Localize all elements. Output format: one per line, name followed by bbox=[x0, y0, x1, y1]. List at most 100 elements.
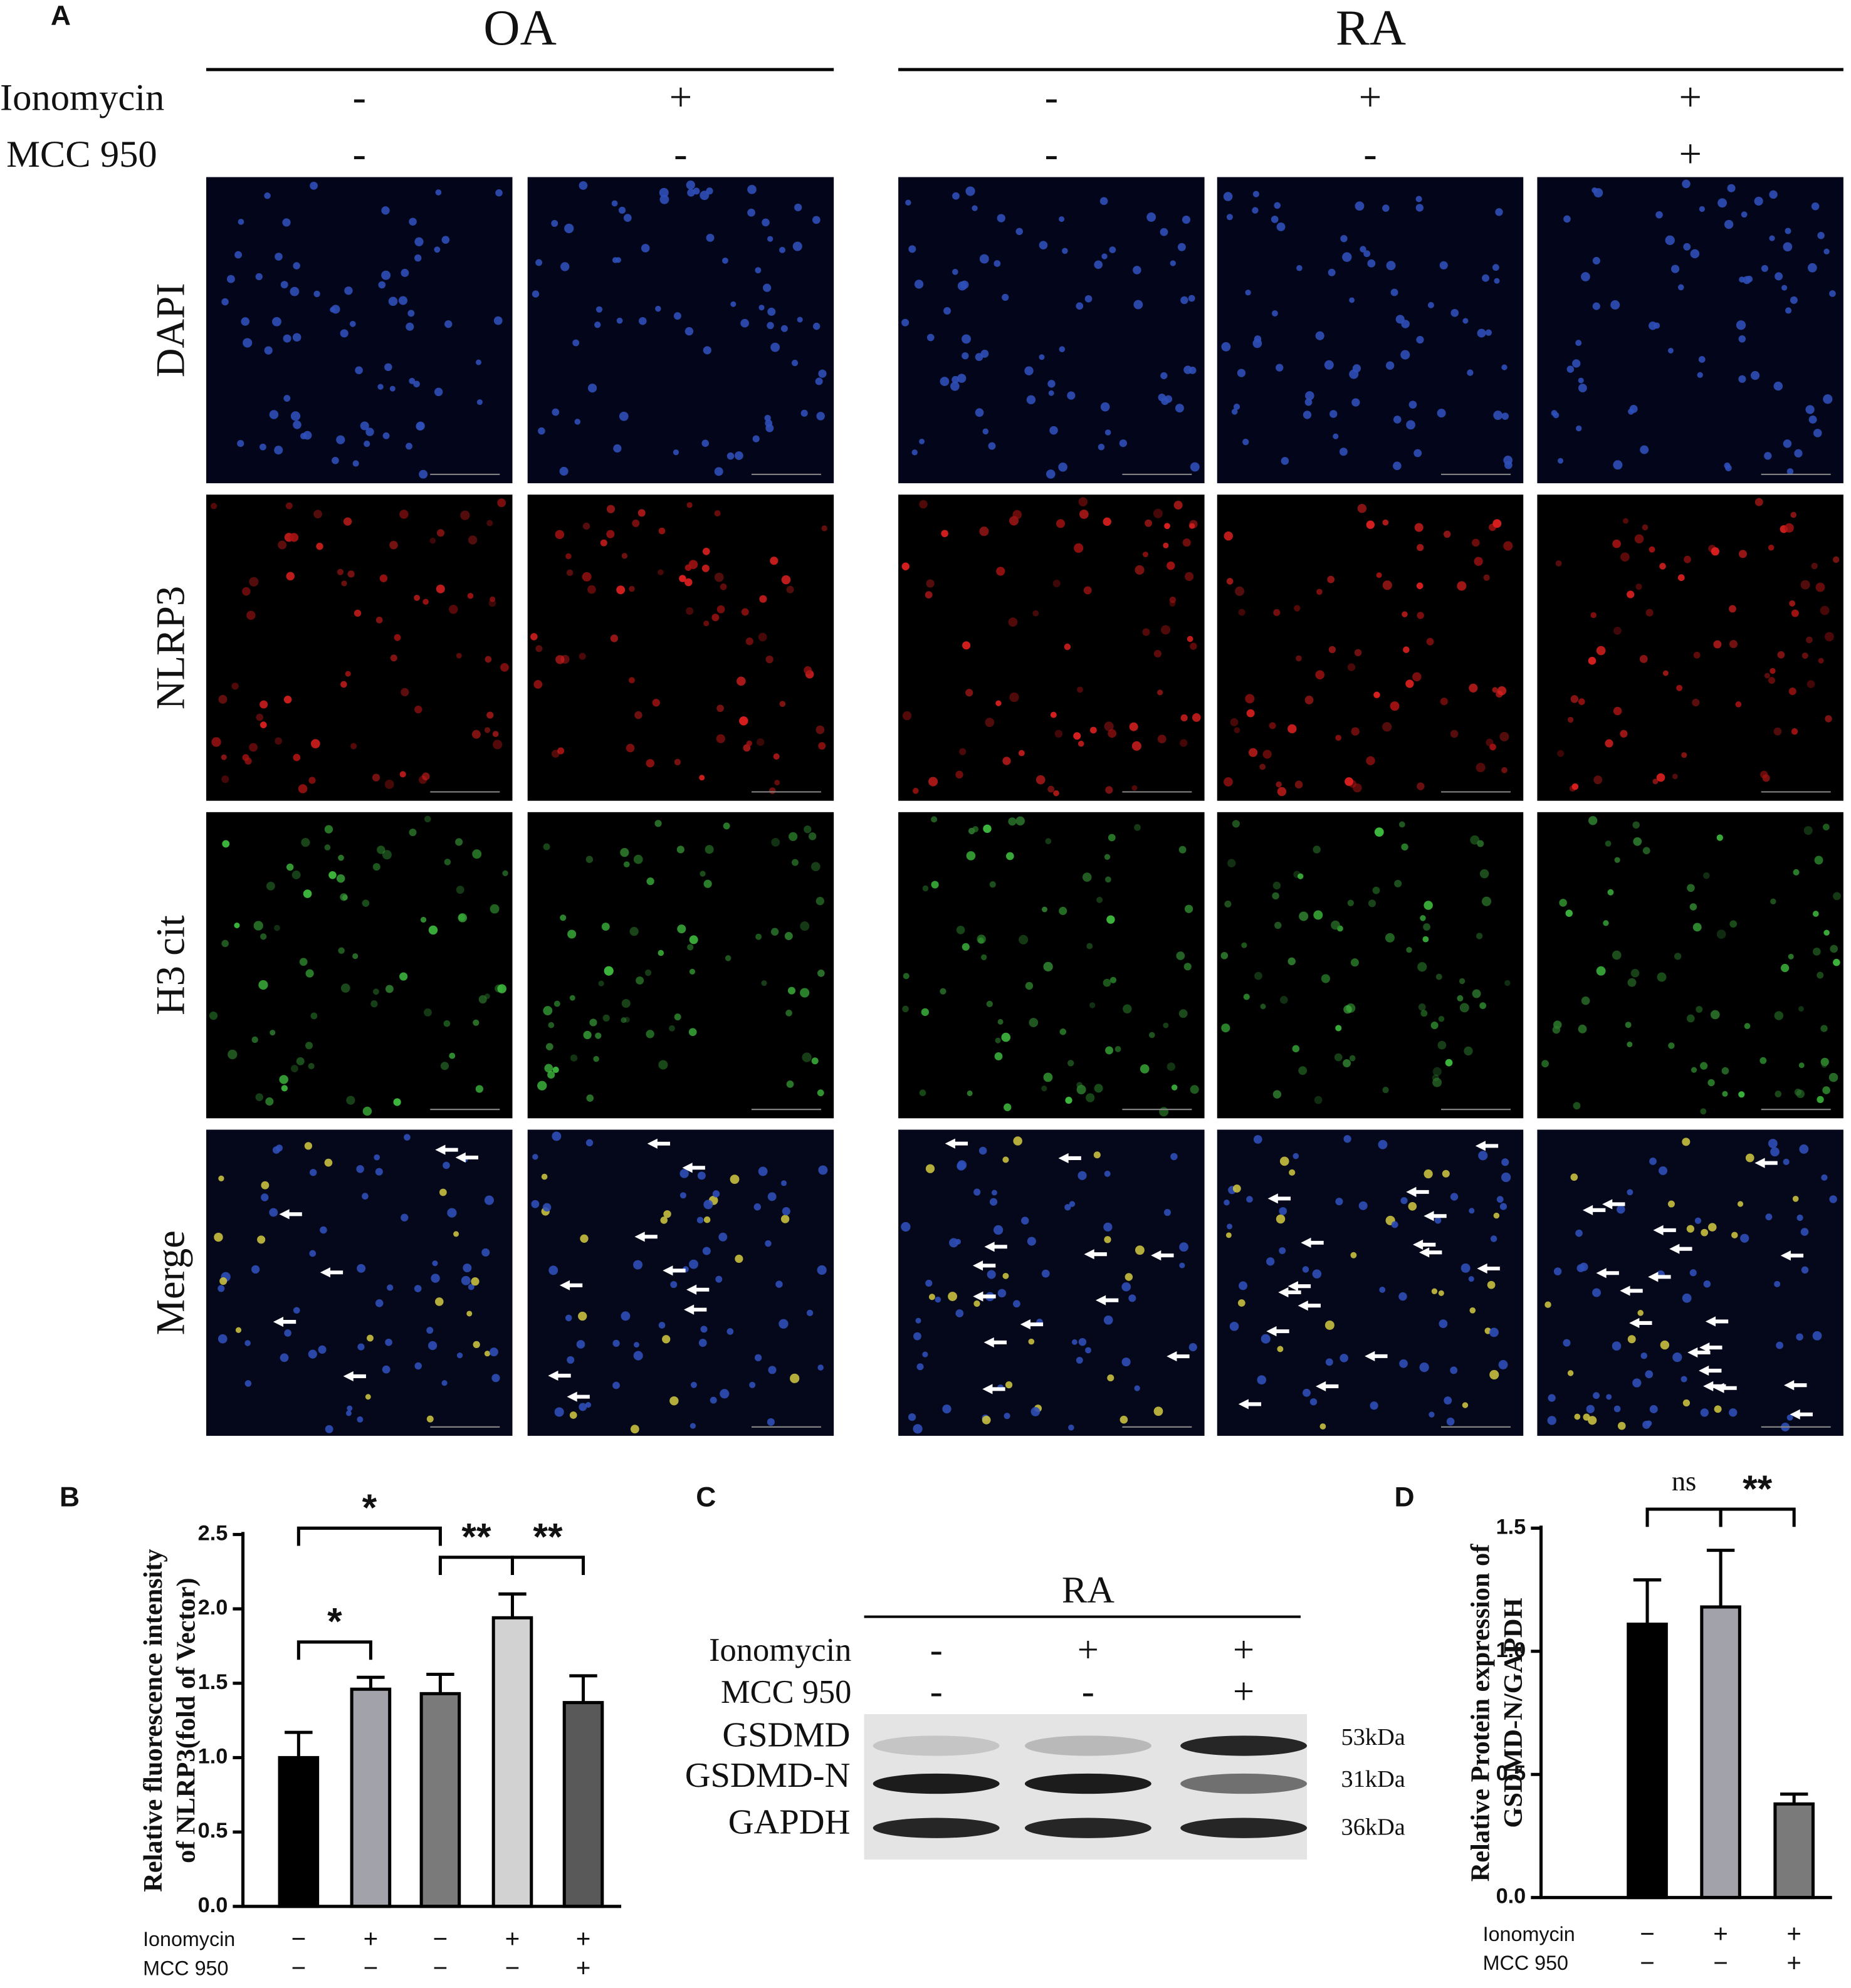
cell bbox=[589, 1018, 597, 1027]
cell bbox=[1190, 1085, 1199, 1094]
cell bbox=[493, 316, 503, 325]
treatment-sign: + bbox=[1078, 1629, 1099, 1671]
micrograph-bg bbox=[206, 177, 513, 484]
cell bbox=[1093, 1151, 1101, 1159]
cell bbox=[1041, 1269, 1050, 1278]
cell bbox=[1303, 411, 1312, 419]
cell bbox=[797, 317, 803, 323]
cell bbox=[241, 317, 250, 326]
band bbox=[1024, 1818, 1151, 1838]
cell bbox=[283, 695, 292, 704]
cell bbox=[726, 1328, 734, 1335]
cell bbox=[557, 747, 565, 755]
cell bbox=[1829, 1195, 1837, 1203]
cell bbox=[1555, 560, 1562, 567]
cell bbox=[1649, 1405, 1658, 1413]
treatment-sign: + bbox=[1786, 1948, 1801, 1977]
cell bbox=[1073, 732, 1081, 740]
cell bbox=[1774, 1280, 1781, 1287]
cell bbox=[532, 290, 540, 298]
cell bbox=[1625, 1022, 1632, 1028]
cell bbox=[1677, 574, 1685, 582]
cell bbox=[1805, 405, 1815, 414]
cell bbox=[688, 1028, 697, 1037]
cell bbox=[1254, 971, 1262, 980]
cell bbox=[658, 950, 664, 956]
cell bbox=[1801, 652, 1808, 659]
y-axis-label: Relative fluorescence intensity bbox=[139, 1549, 168, 1892]
arrow bbox=[1629, 1317, 1652, 1329]
cell bbox=[342, 894, 348, 901]
cell bbox=[1315, 670, 1325, 679]
cell bbox=[255, 273, 263, 281]
cell bbox=[1627, 1041, 1633, 1047]
cell bbox=[231, 683, 239, 690]
micrograph-bg bbox=[1537, 812, 1843, 1119]
micrograph bbox=[898, 812, 1205, 1119]
cell bbox=[1271, 310, 1278, 317]
cell bbox=[919, 438, 925, 444]
cell bbox=[1163, 1022, 1169, 1028]
arrow bbox=[1266, 1326, 1289, 1337]
arrow bbox=[1602, 1199, 1625, 1210]
cell bbox=[1401, 843, 1408, 851]
cell bbox=[414, 1285, 422, 1292]
cell bbox=[1788, 953, 1794, 960]
cell bbox=[792, 241, 802, 251]
cell bbox=[978, 1146, 987, 1155]
cell bbox=[1378, 1139, 1388, 1149]
cell bbox=[401, 268, 409, 277]
cell bbox=[730, 1174, 740, 1185]
cell bbox=[1153, 508, 1163, 518]
cell bbox=[382, 432, 390, 439]
micrograph bbox=[1217, 494, 1524, 801]
cell bbox=[1477, 840, 1484, 847]
cell bbox=[1025, 981, 1034, 990]
cell bbox=[1315, 331, 1324, 340]
cell bbox=[968, 827, 975, 835]
cell bbox=[1544, 1301, 1551, 1308]
cell bbox=[1287, 957, 1296, 966]
cell bbox=[926, 333, 935, 342]
cell bbox=[1335, 1198, 1343, 1206]
cell bbox=[996, 567, 1005, 576]
cell bbox=[340, 893, 348, 901]
y-tick-label: 2.0 bbox=[198, 1596, 228, 1619]
cell bbox=[1107, 1374, 1114, 1382]
cell bbox=[1012, 510, 1022, 520]
cell bbox=[420, 916, 427, 923]
cell bbox=[1178, 1009, 1188, 1018]
cell bbox=[1146, 212, 1156, 222]
cell bbox=[779, 701, 786, 708]
cell bbox=[808, 832, 817, 840]
cell bbox=[1257, 1375, 1267, 1385]
cell bbox=[238, 219, 244, 225]
cell bbox=[690, 1381, 697, 1388]
cell bbox=[345, 1410, 352, 1416]
cell bbox=[818, 742, 826, 750]
cell bbox=[948, 1292, 957, 1301]
cell bbox=[758, 1166, 768, 1176]
cell bbox=[416, 421, 425, 431]
cell bbox=[1672, 773, 1678, 780]
cell bbox=[502, 870, 508, 876]
cell bbox=[419, 469, 428, 479]
cell bbox=[703, 620, 710, 627]
significance-bracket bbox=[1719, 1507, 1796, 1527]
cell bbox=[1349, 297, 1355, 303]
cell bbox=[1420, 915, 1426, 921]
bar bbox=[350, 1687, 392, 1908]
arrow bbox=[1278, 1287, 1301, 1298]
cell bbox=[758, 632, 767, 642]
band-size: 53kDa bbox=[1341, 1724, 1405, 1750]
cell bbox=[547, 1070, 555, 1079]
cell bbox=[1339, 447, 1348, 456]
cell bbox=[362, 1193, 369, 1200]
cell bbox=[1478, 1151, 1488, 1161]
cell bbox=[595, 1032, 602, 1039]
cell bbox=[1761, 264, 1768, 272]
cell bbox=[1276, 222, 1286, 231]
treatment-sign: − bbox=[433, 1924, 448, 1953]
cell bbox=[1002, 293, 1009, 301]
cell bbox=[720, 1389, 730, 1399]
